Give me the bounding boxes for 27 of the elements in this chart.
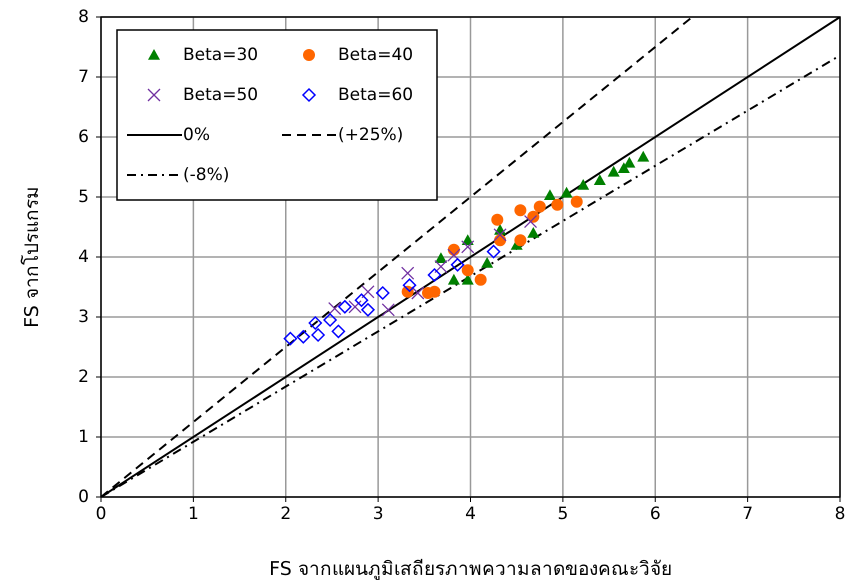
y-tick-label: 0 [78, 487, 89, 507]
legend-label: (+25%) [338, 125, 404, 145]
legend-label: 0% [183, 125, 210, 145]
x-tick-label: 6 [650, 504, 661, 524]
y-tick-label: 3 [78, 307, 89, 327]
x-tick-label: 0 [96, 504, 106, 524]
y-tick-label: 5 [78, 187, 89, 207]
y-tick-label: 6 [78, 127, 89, 147]
y-tick-label: 1 [78, 427, 89, 447]
legend-label: Beta=30 [183, 45, 258, 65]
y-tick-label: 7 [78, 67, 89, 87]
y-tick-label: 8 [78, 7, 89, 27]
x-tick-label: 4 [465, 504, 476, 524]
x-tick-label: 2 [280, 504, 292, 524]
legend-label: Beta=40 [338, 45, 414, 65]
x-tick-label: 1 [188, 504, 199, 524]
x-axis-title: FS จากแผนภูมิเสถียรภาพความลาดของคณะวิจัย [269, 558, 672, 580]
x-tick-label: 7 [742, 504, 754, 524]
legend-label: (-8%) [183, 165, 230, 185]
y-axis-title: FS จากโปรแกรม [20, 186, 43, 328]
y-tick-label: 4 [78, 247, 89, 267]
y-tick-label: 2 [78, 367, 89, 387]
x-tick-label: 5 [557, 504, 568, 524]
legend-label: Beta=60 [338, 85, 414, 105]
x-tick-label: 3 [372, 504, 384, 524]
legend-label: Beta=50 [183, 85, 258, 105]
x-tick-label: 8 [834, 504, 846, 524]
